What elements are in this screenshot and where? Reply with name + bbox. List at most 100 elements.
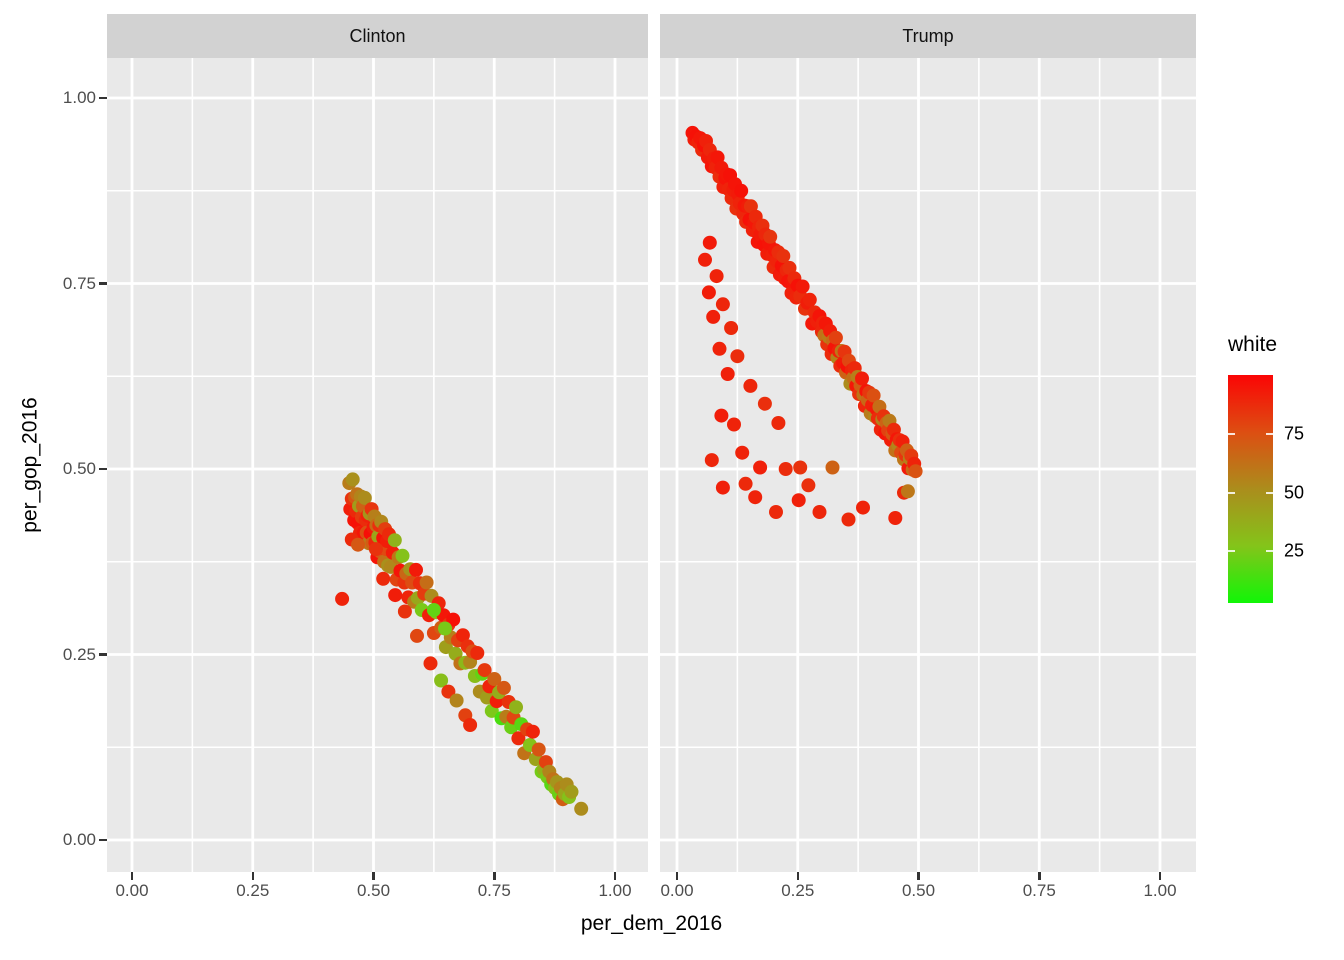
data-point (715, 480, 730, 495)
data-point (426, 603, 441, 617)
legend-tick-label: 75 (1284, 423, 1305, 444)
data-point (802, 292, 817, 307)
panel-background (107, 58, 648, 872)
legend-tick-label: 25 (1284, 540, 1305, 561)
data-point (812, 505, 827, 519)
data-point (419, 575, 434, 590)
data-point (793, 460, 808, 475)
x-tick-mark (1038, 872, 1041, 880)
data-point (753, 460, 768, 475)
data-point (698, 252, 712, 267)
facet-strip-trump: Trump (660, 14, 1196, 58)
x-tick-label: 0.75 (1022, 881, 1056, 900)
y-tick-mark (99, 96, 107, 100)
data-point (438, 621, 452, 636)
data-point (335, 591, 350, 606)
data-point (496, 680, 511, 695)
x-tick-mark (796, 872, 799, 880)
data-point (376, 571, 391, 586)
x-tick-mark (372, 872, 375, 880)
data-point (720, 367, 735, 381)
x-tick-label: 0.50 (356, 881, 391, 900)
data-point (574, 801, 589, 816)
data-point (825, 460, 840, 475)
legend-tick-mark (1228, 491, 1235, 494)
data-point (357, 490, 372, 505)
data-point (748, 490, 763, 505)
data-point (449, 693, 464, 708)
data-point (368, 542, 383, 557)
data-point (446, 612, 461, 627)
data-point (735, 445, 750, 460)
data-point (351, 537, 365, 552)
y-tick-label: 0.50 (62, 459, 96, 478)
data-point (828, 330, 843, 345)
data-point (410, 628, 424, 643)
data-point (455, 628, 470, 643)
facet-panel-clinton (107, 58, 648, 872)
data-point (763, 229, 778, 244)
y-axis-title-box: per_gop_2016 (19, 58, 43, 872)
x-tick-mark (675, 872, 679, 880)
data-point (791, 493, 806, 508)
data-point (525, 724, 540, 739)
data-point (704, 453, 719, 468)
data-point (712, 341, 727, 356)
x-tick-mark (251, 872, 254, 880)
data-point (908, 464, 923, 479)
data-point (730, 349, 745, 364)
legend-tick-mark (1266, 432, 1273, 435)
y-tick-label: 0.00 (62, 830, 96, 849)
facet-strip-label-clinton: Clinton (349, 25, 406, 46)
data-point (463, 718, 478, 732)
data-point (511, 731, 526, 746)
x-tick-mark (1158, 872, 1162, 880)
data-point (709, 269, 724, 284)
data-point (509, 700, 523, 715)
x-tick-label: 0.25 (236, 881, 270, 900)
data-point (701, 285, 716, 300)
data-point (743, 199, 758, 214)
data-point (743, 378, 758, 393)
panel-background (660, 58, 1196, 872)
legend-tick-mark (1228, 550, 1235, 553)
x-tick-label: 0.25 (781, 881, 815, 900)
data-point (771, 416, 786, 430)
legend-colorbar (1228, 375, 1273, 603)
data-point (487, 672, 502, 686)
data-point (715, 297, 730, 312)
data-point (441, 684, 456, 699)
data-point (734, 183, 749, 198)
data-point (395, 548, 410, 563)
legend-tick-mark (1266, 491, 1273, 494)
y-tick-label: 0.25 (62, 644, 96, 664)
data-point (795, 279, 810, 294)
y-tick-mark (99, 653, 107, 656)
data-point (702, 235, 717, 250)
facet-panel-trump (660, 58, 1196, 872)
x-tick-label: 0.00 (660, 881, 694, 900)
y-axis-title: per_gop_2016 (19, 397, 42, 533)
data-point (738, 476, 753, 491)
data-point (776, 249, 791, 263)
x-tick-mark (130, 872, 134, 880)
x-tick-mark (917, 872, 920, 880)
data-point (434, 673, 449, 688)
y-tick-mark (99, 282, 107, 285)
data-point (531, 742, 546, 757)
data-point (841, 512, 856, 527)
data-point (856, 500, 870, 515)
data-point (477, 663, 492, 678)
data-point (778, 462, 793, 476)
data-point (706, 309, 721, 324)
x-tick-label: 1.00 (598, 881, 632, 900)
data-point (409, 562, 423, 577)
data-point (888, 511, 903, 525)
y-tick-label: 1.00 (62, 88, 96, 107)
x-tick-mark (493, 872, 496, 880)
data-point (769, 505, 783, 519)
facet-strip-clinton: Clinton (107, 14, 648, 58)
facet-strip-label-trump: Trump (902, 25, 954, 46)
data-point (724, 321, 739, 335)
